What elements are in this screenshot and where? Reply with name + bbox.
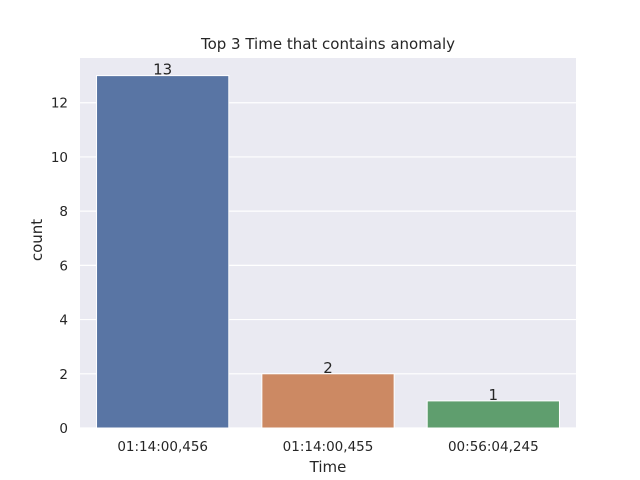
data-labels: 13 2 1 [153,61,498,404]
y-tick-label: 2 [59,367,68,383]
x-axis-label: Time [309,458,347,476]
y-tick-label: 4 [59,313,68,329]
x-tick-label: 01:14:00,456 [117,439,208,455]
x-tick-label: 00:56:04,245 [448,439,539,455]
x-axis-ticks: 01:14:00,456 01:14:00,455 00:56:04,245 [117,439,538,455]
bar-data-label: 2 [323,359,333,377]
y-tick-label: 12 [51,96,68,112]
y-tick-label: 10 [51,150,68,166]
y-tick-label: 6 [59,258,68,274]
chart-title: Top 3 Time that contains anomaly [200,35,455,53]
bars [96,75,560,429]
bar [261,373,395,429]
y-axis-label: count [28,219,46,261]
x-tick-label: 01:14:00,455 [283,439,374,455]
bar [96,75,230,429]
y-tick-label: 8 [59,204,68,220]
bar-data-label: 13 [153,61,172,79]
bar [426,400,560,429]
y-tick-label: 0 [59,421,68,437]
y-axis-ticks: 0 2 4 6 8 10 12 [51,96,68,437]
bar-data-label: 1 [489,386,499,404]
